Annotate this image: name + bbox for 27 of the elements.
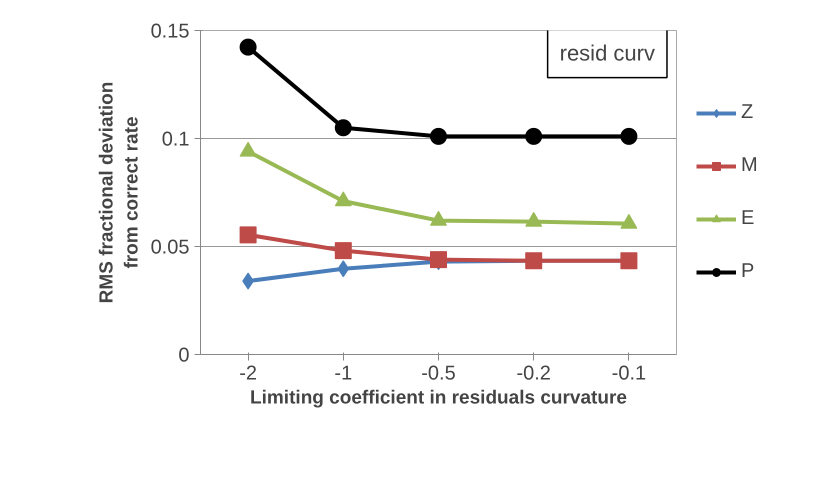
point xyxy=(334,242,352,260)
y-tick-label: 0.05 xyxy=(150,236,190,258)
point xyxy=(240,226,257,244)
point xyxy=(620,252,638,270)
x-tick-label: -2 xyxy=(239,362,258,384)
point xyxy=(430,251,447,268)
legend-label: E xyxy=(741,207,756,230)
point xyxy=(620,128,638,145)
legend-label: P xyxy=(741,260,756,283)
point xyxy=(430,128,447,145)
y-tick-label: 0.1 xyxy=(162,128,190,150)
point xyxy=(240,38,257,56)
legend-label: Z xyxy=(741,101,754,124)
x-tick-label: -1 xyxy=(334,362,352,384)
legend-label: M xyxy=(741,154,759,177)
y-tick-label: 0 xyxy=(178,344,190,366)
point xyxy=(525,252,542,270)
x-tick-label: -0.1 xyxy=(612,362,646,384)
x-axis-title: Limiting coefficient in residuals curvature xyxy=(250,388,627,408)
x-tick-label: -0.5 xyxy=(421,362,456,384)
y-tick-label: 0.15 xyxy=(150,20,190,42)
y-axis-title: RMS fractional deviation from correct rate xyxy=(96,82,143,304)
point xyxy=(525,128,542,145)
point xyxy=(334,119,352,136)
x-tick-label: -0.2 xyxy=(516,362,551,384)
point xyxy=(337,260,350,278)
annotation: resid curv xyxy=(560,40,655,66)
